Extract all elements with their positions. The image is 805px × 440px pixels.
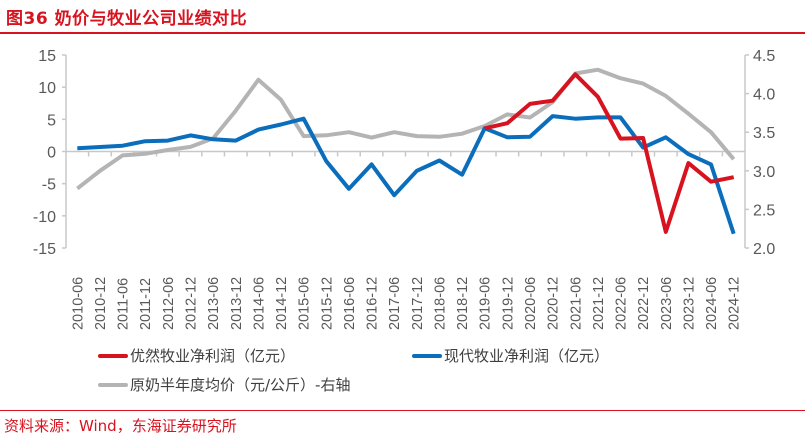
category-label: 2018-06	[432, 277, 448, 330]
legend-swatch-gray	[98, 382, 128, 387]
legend-item-milk-price: 原奶半年度均价（元/公斤）-右轴	[98, 374, 350, 395]
category-label: 2016-06	[342, 277, 358, 330]
right-axis-label: 3.5	[753, 125, 775, 142]
category-label: 2010-12	[93, 277, 109, 330]
category-label: 2014-06	[251, 277, 267, 330]
category-label: 2012-06	[161, 277, 177, 330]
left-axis-label: 10	[38, 80, 56, 97]
source-note: 资料来源：Wind，东海证券研究所	[4, 417, 237, 435]
left-axis-label: -15	[33, 241, 56, 258]
category-label: 2012-12	[183, 277, 199, 330]
category-label: 2017-06	[387, 277, 403, 330]
category-label: 2023-12	[681, 277, 697, 330]
left-axis-label: 15	[38, 48, 56, 65]
category-label: 2013-12	[229, 277, 245, 330]
legend-item-xiandai: 现代牧业净利润（亿元）	[412, 345, 609, 366]
category-label: 2022-12	[636, 277, 652, 330]
source-divider	[0, 410, 805, 411]
left-axis-label: -5	[42, 177, 56, 194]
category-label: 2022-06	[614, 277, 630, 330]
category-label: 2019-06	[478, 277, 494, 330]
right-axis-label: 4.5	[753, 48, 775, 65]
category-label: 2021-12	[591, 277, 607, 330]
category-label: 2011-06	[116, 278, 132, 330]
category-label: 2018-12	[455, 277, 471, 330]
category-label: 2015-12	[319, 277, 335, 330]
category-label: 2020-12	[546, 277, 562, 330]
category-label: 2010-06	[70, 277, 86, 330]
category-label: 2014-12	[274, 277, 290, 330]
legend-label: 优然牧业净利润（亿元）	[130, 347, 296, 365]
legend-swatch-red	[98, 353, 128, 358]
legend-label: 现代牧业净利润（亿元）	[444, 347, 610, 365]
right-axis-label: 2.0	[753, 241, 775, 258]
category-label: 2016-12	[365, 277, 381, 330]
category-label: 2021-06	[568, 277, 584, 330]
category-label: 2015-06	[297, 277, 313, 330]
series-line	[77, 114, 736, 235]
series-line	[76, 67, 736, 191]
category-label: 2019-12	[500, 277, 516, 330]
legend-item-youran: 优然牧业净利润（亿元）	[98, 345, 295, 366]
right-axis-label: 2.5	[753, 202, 775, 219]
category-label: 2024-06	[704, 277, 720, 330]
right-axis-label: 4.0	[753, 87, 775, 104]
category-label: 2011-12	[138, 278, 154, 330]
left-axis-label: 0	[47, 145, 56, 162]
category-label: 2024-12	[727, 277, 743, 330]
right-axis-label: 3.0	[753, 164, 775, 181]
title-divider	[0, 32, 805, 34]
legend-swatch-blue	[412, 353, 442, 358]
chart-title: 图36 奶价与牧业公司业绩对比	[6, 9, 248, 29]
category-label: 2013-06	[206, 277, 222, 330]
left-axis-label: -10	[33, 209, 56, 226]
series-line	[484, 72, 735, 234]
category-label: 2020-06	[523, 277, 539, 330]
legend-label: 原奶半年度均价（元/公斤）-右轴	[130, 376, 351, 394]
category-label: 2023-06	[659, 277, 675, 330]
left-axis-label: 5	[47, 112, 56, 129]
category-label: 2017-12	[410, 277, 426, 330]
